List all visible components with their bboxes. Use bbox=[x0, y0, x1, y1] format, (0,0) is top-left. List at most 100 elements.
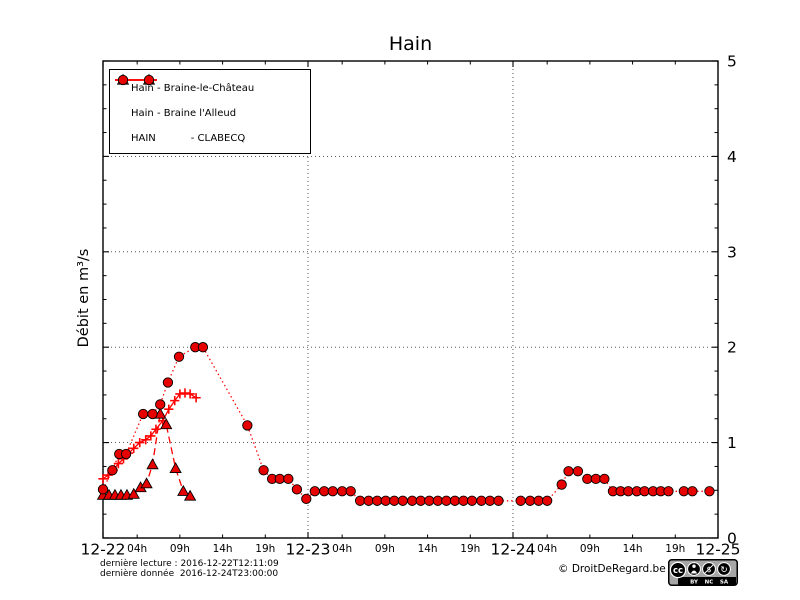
x-hour-tick-label: 09h bbox=[375, 543, 395, 555]
data-point-marker bbox=[141, 435, 151, 445]
data-point-marker bbox=[424, 495, 435, 506]
data-point-marker bbox=[160, 418, 173, 430]
x-hour-tick-label: 04h bbox=[332, 543, 352, 555]
svg-text:cc: cc bbox=[673, 566, 683, 576]
y-tick-label: 1 bbox=[727, 434, 737, 452]
data-point-marker bbox=[542, 495, 553, 506]
data-point-marker bbox=[191, 393, 201, 403]
data-point-marker bbox=[687, 486, 698, 497]
data-point-marker bbox=[582, 473, 593, 485]
y-tick-label: 3 bbox=[727, 243, 737, 261]
cc-license-badge: cc $ ↻ BY NC SA bbox=[668, 559, 738, 586]
data-point-marker bbox=[129, 443, 139, 453]
data-point-marker bbox=[704, 486, 715, 497]
data-point-marker bbox=[372, 495, 383, 506]
data-point-marker bbox=[380, 495, 391, 506]
data-point-marker bbox=[466, 495, 478, 506]
data-point-marker bbox=[180, 388, 190, 398]
data-point-marker bbox=[162, 377, 174, 388]
x-hour-tick-label: 09h bbox=[580, 543, 600, 555]
x-day-tick-label: 12-23 bbox=[285, 541, 330, 559]
data-point-marker bbox=[169, 462, 182, 474]
legend-sample-shape bbox=[117, 74, 129, 86]
data-point-marker bbox=[146, 431, 156, 441]
x-hour-tick-label: 14h bbox=[623, 543, 643, 555]
x-day-tick-label: 12-25 bbox=[695, 541, 740, 559]
x-hour-tick-label: 04h bbox=[127, 543, 147, 555]
cc-icon: cc bbox=[669, 561, 687, 579]
data-point-marker bbox=[170, 396, 180, 406]
last-data-text: dernière donnée 2016-12-24T23:00:00 bbox=[100, 569, 279, 579]
x-day-tick-label: 12-24 bbox=[490, 541, 535, 559]
x-day-tick-label: 12-22 bbox=[80, 541, 125, 559]
data-point-marker bbox=[107, 465, 118, 476]
data-point-marker bbox=[137, 408, 149, 420]
data-point-marker bbox=[493, 495, 504, 506]
y-axis-label: Débit en m³/s bbox=[76, 248, 92, 348]
data-point-marker bbox=[556, 479, 567, 490]
data-point-marker bbox=[146, 458, 159, 470]
circle-marker-line-sample bbox=[115, 74, 157, 86]
data-point-marker bbox=[678, 486, 689, 497]
data-point-marker bbox=[120, 448, 132, 460]
cc-sa-icon: ↻ bbox=[717, 562, 731, 576]
copyright-text: © DroitDeRegard.be bbox=[558, 563, 666, 575]
data-point-marker bbox=[337, 486, 348, 497]
data-point-marker bbox=[407, 495, 418, 506]
data-point-marker bbox=[389, 495, 400, 506]
cc-by-icon bbox=[687, 562, 701, 576]
data-point-marker bbox=[127, 487, 140, 499]
data-point-marker bbox=[98, 474, 108, 484]
data-point-marker bbox=[177, 484, 190, 496]
data-point-marker bbox=[291, 484, 303, 495]
data-point-marker bbox=[639, 486, 650, 497]
data-point-marker bbox=[258, 465, 269, 476]
x-hour-tick-label: 19h bbox=[460, 543, 480, 555]
svg-text:↻: ↻ bbox=[720, 565, 728, 575]
data-point-marker bbox=[515, 495, 526, 506]
x-hour-tick-label: 09h bbox=[170, 543, 190, 555]
data-point-marker bbox=[432, 495, 443, 506]
data-point-marker bbox=[458, 495, 469, 506]
data-point-marker bbox=[363, 495, 374, 506]
data-point-marker bbox=[572, 466, 584, 477]
data-point-marker bbox=[164, 404, 174, 414]
data-point-marker bbox=[354, 495, 366, 506]
y-tick-label: 2 bbox=[727, 339, 737, 357]
data-point-marker bbox=[663, 486, 674, 497]
data-point-marker bbox=[151, 424, 161, 434]
legend-label-clabecq: HAIN - CLABECQ bbox=[131, 133, 246, 144]
data-point-marker bbox=[301, 493, 312, 505]
data-point-marker bbox=[415, 495, 426, 506]
data-point-marker bbox=[183, 489, 197, 501]
series-line-circle bbox=[102, 346, 710, 502]
legend-label-braine-l-alleud: Hain - Braine l'Alleud bbox=[131, 108, 237, 119]
data-point-marker bbox=[242, 420, 253, 431]
legend: Hain - Braine-le-Château Hain - Braine l… bbox=[109, 69, 311, 154]
legend-item-clabecq: HAIN - CLABECQ bbox=[115, 74, 310, 151]
y-tick-label: 5 bbox=[727, 53, 737, 71]
y-tick-label: 4 bbox=[727, 148, 737, 166]
data-point-marker bbox=[274, 473, 285, 485]
x-hour-tick-label: 14h bbox=[418, 543, 438, 555]
data-point-marker bbox=[563, 466, 574, 477]
legend-label-braine-le-chateau: Hain - Braine-le-Château bbox=[131, 83, 255, 94]
data-point-marker bbox=[590, 473, 602, 485]
data-point-marker bbox=[345, 486, 356, 497]
data-point-marker bbox=[599, 473, 610, 485]
data-point-marker bbox=[484, 495, 496, 506]
cc-nc-icon: $ bbox=[702, 562, 716, 576]
data-point-marker bbox=[147, 408, 158, 420]
y-tick-label: 0 bbox=[727, 530, 737, 548]
data-point-marker bbox=[327, 486, 338, 497]
chart-title: Hain bbox=[388, 33, 433, 55]
data-point-marker bbox=[97, 484, 109, 495]
data-point-marker bbox=[185, 389, 195, 399]
legend-sample-shape bbox=[143, 74, 155, 86]
data-point-marker bbox=[175, 389, 185, 399]
badge-nc-label: NC bbox=[705, 580, 714, 586]
data-point-marker bbox=[533, 495, 544, 506]
x-hour-tick-label: 19h bbox=[255, 543, 275, 555]
